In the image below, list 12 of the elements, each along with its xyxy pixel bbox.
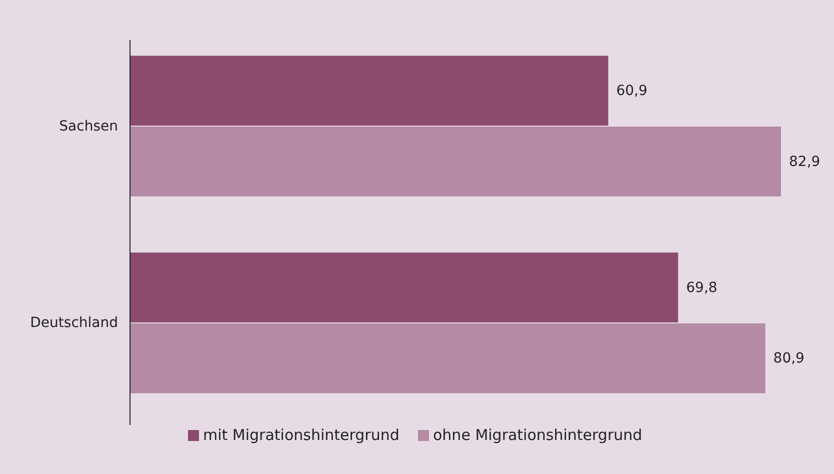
y-tick-label: Deutschland: [30, 315, 118, 332]
data-label: 82,9: [789, 154, 820, 170]
data-label: 60,9: [616, 83, 648, 99]
bar: [130, 323, 766, 394]
legend-label: mit Migrationshintergrund: [203, 426, 400, 444]
data-label: 69,8: [686, 280, 718, 296]
bar: [130, 56, 608, 126]
data-label: 80,9: [773, 350, 804, 367]
legend-label: ohne Migrationshintergrund: [433, 426, 642, 444]
bar: [130, 126, 781, 196]
y-tick-label: Sachsen: [59, 118, 118, 134]
bar: [130, 252, 678, 322]
